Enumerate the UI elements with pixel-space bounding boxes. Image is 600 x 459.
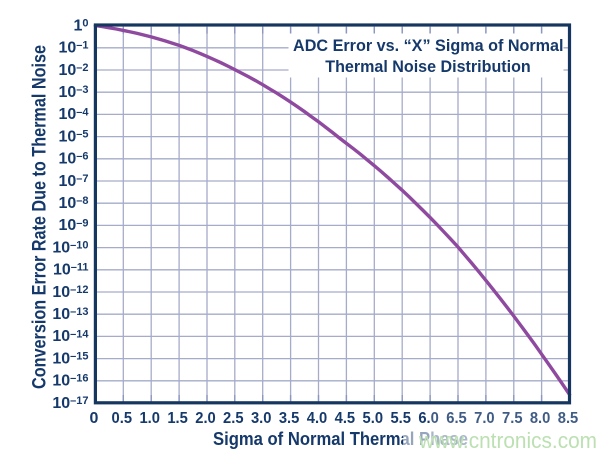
svg-text:3.0: 3.0 bbox=[251, 410, 272, 427]
svg-text:Conversion Error Rate Due to T: Conversion Error Rate Due to Thermal Noi… bbox=[30, 45, 51, 389]
svg-text:3.5: 3.5 bbox=[279, 410, 300, 427]
svg-text:1.5: 1.5 bbox=[167, 410, 188, 427]
svg-text:0.5: 0.5 bbox=[112, 410, 133, 427]
svg-text:ADC Error vs. “X” Sigma of Nor: ADC Error vs. “X” Sigma of Normal bbox=[293, 36, 564, 55]
svg-text:7.0: 7.0 bbox=[474, 410, 495, 427]
svg-text:5.5: 5.5 bbox=[390, 410, 411, 427]
svg-text:5.0: 5.0 bbox=[363, 410, 384, 427]
svg-text:2.5: 2.5 bbox=[223, 410, 244, 427]
svg-text:0: 0 bbox=[89, 410, 98, 427]
svg-text:4.5: 4.5 bbox=[335, 410, 356, 427]
svg-text:2.0: 2.0 bbox=[195, 410, 216, 427]
svg-text:7.5: 7.5 bbox=[502, 410, 523, 427]
svg-text:Thermal Noise Distribution: Thermal Noise Distribution bbox=[325, 57, 531, 76]
svg-text:1.0: 1.0 bbox=[139, 410, 160, 427]
svg-text:www.cntronics.com: www.cntronics.com bbox=[418, 428, 597, 453]
svg-text:6.0: 6.0 bbox=[418, 410, 439, 427]
svg-text:8.0: 8.0 bbox=[530, 410, 551, 427]
svg-text:6.5: 6.5 bbox=[446, 410, 467, 427]
svg-text:8.5: 8.5 bbox=[558, 410, 579, 427]
svg-text:4.0: 4.0 bbox=[307, 410, 328, 427]
